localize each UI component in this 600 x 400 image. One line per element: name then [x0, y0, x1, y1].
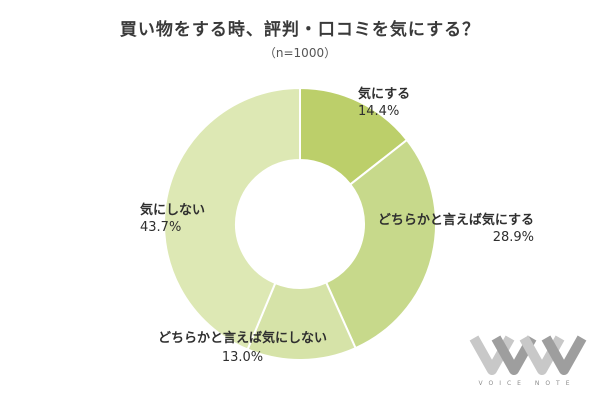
watermark-text: VOICE NOTE: [478, 380, 576, 387]
slice-label-3-value: 43.7%: [140, 220, 182, 235]
slice-label-3-name: 気にしない: [140, 203, 206, 218]
slice-label-1-name: どちらかと言えば気にする: [377, 213, 534, 228]
voice-note-logo: VOICE NOTE: [462, 330, 592, 396]
logo-v-far: [541, 335, 587, 375]
voice-note-logo-mark: [469, 335, 587, 375]
slice-label-0-value: 14.4%: [358, 104, 400, 119]
donut-slice-1: [324, 138, 437, 350]
slice-label-2-name: どちらかと言えば気にしない: [158, 331, 328, 346]
slice-label-1: どちらかと言えば気にする 28.9%: [378, 212, 534, 246]
slice-label-0: 気にする 14.4%: [358, 86, 410, 120]
slice-label-2-value: 13.0%: [221, 350, 264, 365]
donut-slice-3: [163, 86, 301, 351]
slice-label-2: どちらかと言えば気にしない 13.0%: [158, 330, 327, 366]
slice-label-3: 気にしない 43.7%: [140, 202, 205, 236]
chart-subtitle: （n=1000）: [263, 46, 337, 60]
chart-title: 買い物をする時、評判・口コミを気にする？: [119, 20, 481, 40]
slice-label-1-value: 28.9%: [492, 230, 534, 245]
slice-label-0-name: 気にする: [358, 87, 411, 102]
